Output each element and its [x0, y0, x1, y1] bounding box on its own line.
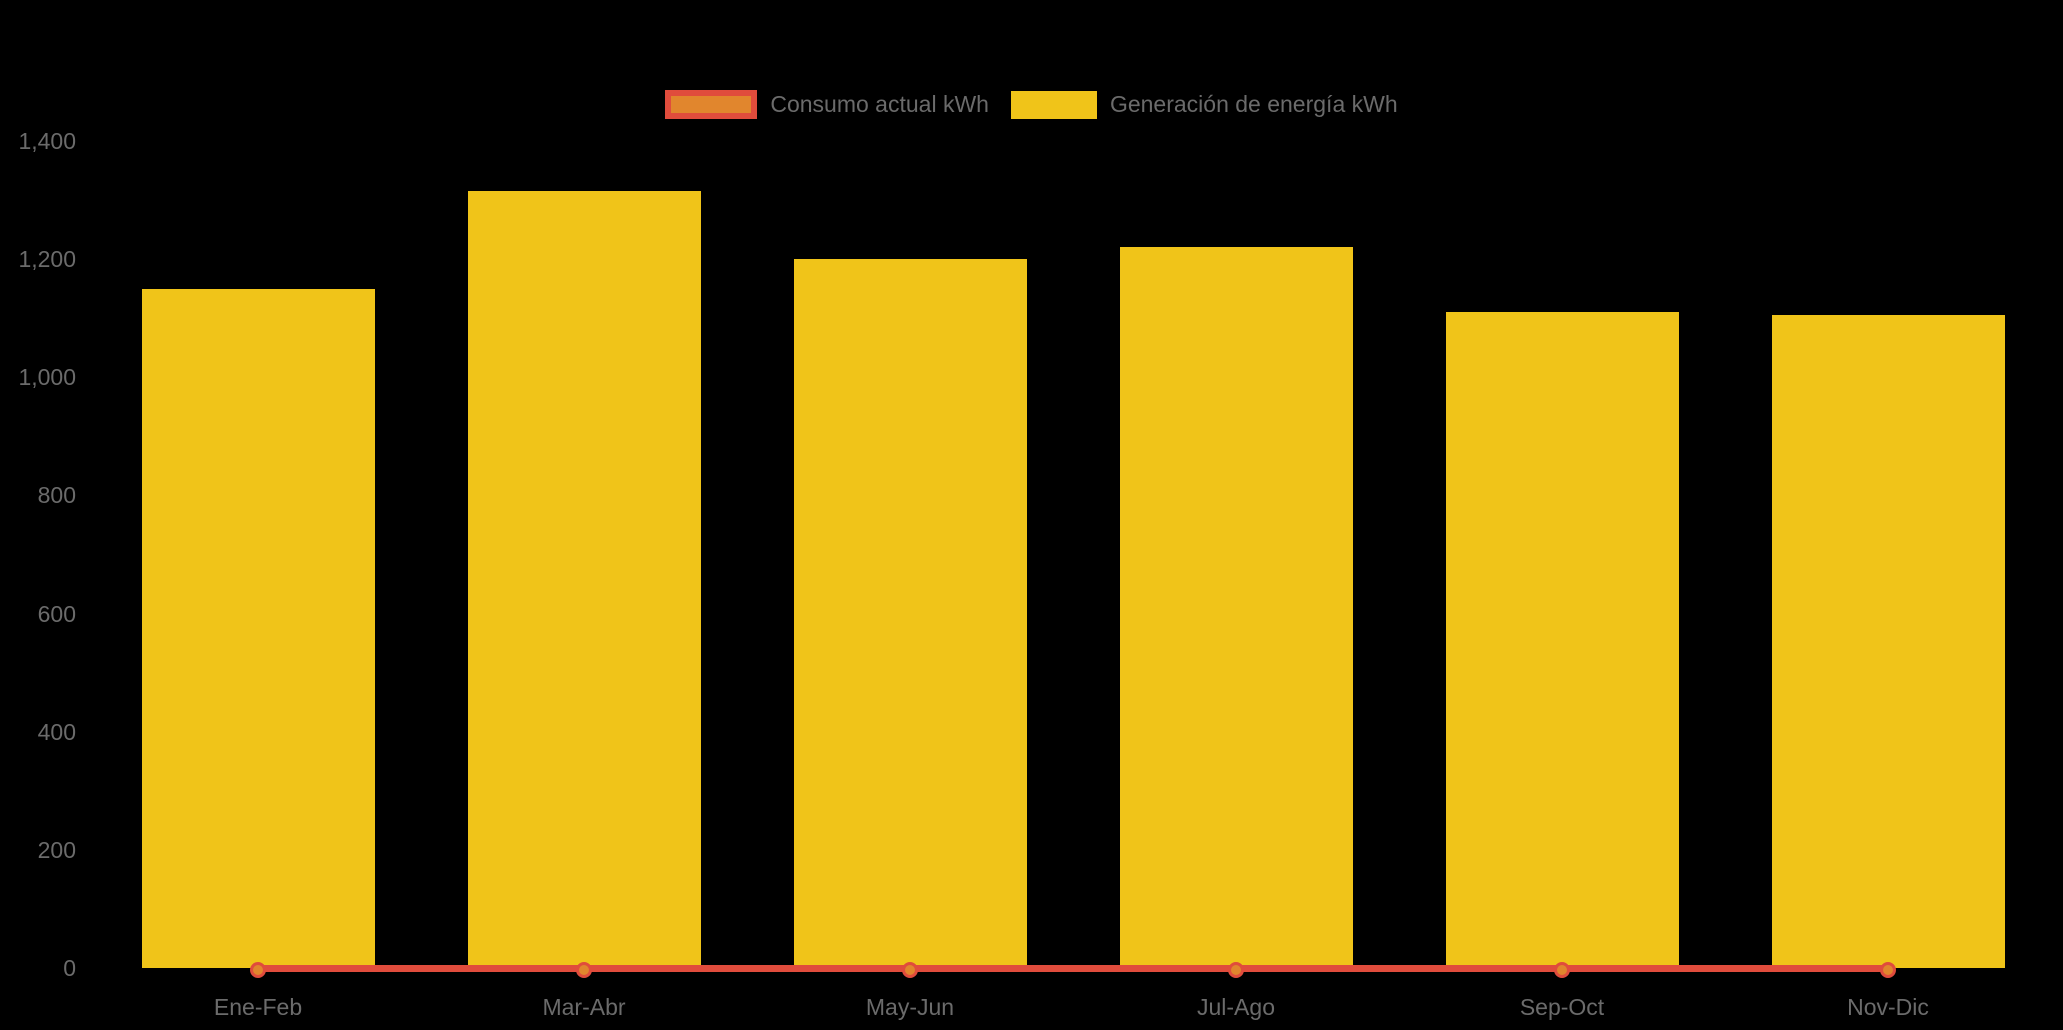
line-marker-sep-oct[interactable]	[1553, 962, 1570, 978]
consumo-line-series	[258, 965, 1888, 972]
x-tick-label-ene-feb: Ene-Feb	[213, 994, 303, 1020]
legend-item-generacion-energia[interactable]: Generación de energía kWh	[1010, 90, 1398, 119]
line-marker-nov-dic[interactable]	[1879, 962, 1896, 978]
bar-may-jun[interactable]	[793, 259, 1027, 968]
line-marker-ene-feb[interactable]	[249, 962, 266, 978]
plot-area	[95, 141, 2051, 978]
legend-label-generacion: Generación de energía kWh	[1109, 91, 1398, 117]
legend-swatch-generacion-bar-series	[1010, 90, 1097, 119]
line-marker-mar-abr[interactable]	[575, 962, 592, 978]
legend-item-consumo-actual[interactable]: Consumo actual kWh	[665, 90, 989, 119]
y-tick-label-1000: 1,000	[18, 364, 76, 391]
x-tick-label-mar-abr: Mar-Abr	[542, 994, 626, 1020]
y-tick-label-400: 400	[37, 718, 76, 745]
bar-mar-abr[interactable]	[467, 191, 701, 968]
line-marker-may-jun[interactable]	[901, 962, 918, 978]
bar-nov-dic[interactable]	[1771, 315, 2005, 968]
x-tick-label-jul-ago: Jul-Ago	[1197, 994, 1275, 1020]
legend-label-consumo: Consumo actual kWh	[770, 91, 989, 117]
x-tick-label-nov-dic: Nov-Dic	[1847, 994, 1929, 1020]
bar-jul-ago[interactable]	[1119, 247, 1353, 968]
legend: Consumo actual kWh Generación de energía…	[0, 90, 2063, 119]
y-tick-label-800: 800	[37, 482, 76, 509]
y-tick-label-200: 200	[37, 836, 76, 863]
y-tick-label-600: 600	[37, 600, 76, 627]
line-marker-jul-ago[interactable]	[1227, 962, 1244, 978]
y-tick-label-0: 0	[63, 955, 76, 981]
bar-sep-oct[interactable]	[1445, 312, 1679, 968]
x-tick-label-may-jun: May-Jun	[865, 994, 955, 1020]
legend-swatch-consumo-line-series	[665, 90, 758, 119]
y-tick-label-1400: 1,400	[18, 128, 76, 154]
x-tick-label-sep-oct: Sep-Oct	[1519, 994, 1605, 1020]
bar-ene-feb[interactable]	[141, 288, 375, 968]
y-tick-label-1200: 1,200	[18, 246, 76, 273]
